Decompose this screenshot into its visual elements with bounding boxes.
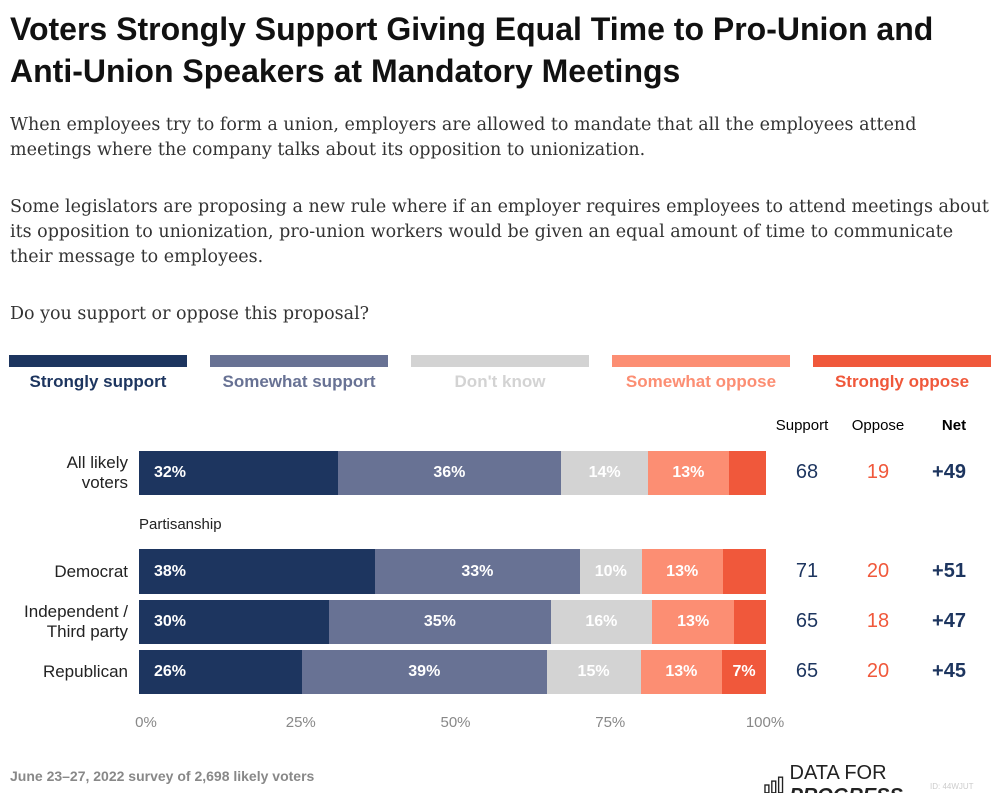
bar-segment bbox=[139, 650, 303, 694]
segment-label: 13% bbox=[666, 562, 699, 580]
row-label: All likely voters bbox=[66, 453, 128, 492]
segment-label: 13% bbox=[677, 613, 710, 630]
bar-segment bbox=[722, 650, 767, 694]
bar-segment bbox=[374, 549, 581, 594]
bar-segment bbox=[722, 549, 767, 594]
segment-label: 35% bbox=[423, 613, 456, 630]
segment-label: 13% bbox=[672, 464, 705, 481]
segment-label: 33% bbox=[461, 562, 494, 580]
bar-segment bbox=[640, 650, 723, 694]
watermark-id: ID: 44WJUT bbox=[930, 782, 974, 791]
footer-note: June 23–27, 2022 survey of 2,698 likely … bbox=[10, 768, 315, 784]
segment-label: 7% bbox=[732, 663, 756, 680]
bar-segment bbox=[579, 549, 643, 594]
intro-text: When employees try to form a union, empl… bbox=[10, 115, 917, 160]
segment-label: 32% bbox=[153, 464, 187, 481]
bar-segment bbox=[652, 600, 735, 644]
x-tick-label: 100% bbox=[745, 714, 785, 731]
bar-segment bbox=[329, 600, 552, 644]
net-value: +47 bbox=[932, 610, 966, 632]
bar-segment bbox=[550, 600, 653, 644]
bar-segment bbox=[302, 650, 548, 694]
segment-label: 38% bbox=[153, 562, 187, 580]
legend-label: Strongly oppose bbox=[834, 372, 970, 391]
bar-segment bbox=[139, 451, 339, 495]
oppose-value: 19 bbox=[866, 461, 890, 483]
bar-segment bbox=[728, 451, 767, 495]
segment-label: 16% bbox=[585, 613, 618, 630]
proposal-text: Some legislators are proposing a new rul… bbox=[10, 197, 989, 267]
oppose-column-header: Oppose bbox=[851, 417, 905, 434]
legend-label: Somewhat support bbox=[222, 372, 376, 391]
legend-swatch bbox=[411, 355, 589, 367]
bar-segment bbox=[561, 451, 649, 495]
stacked-bar: 26% 39% 15% 13% 7% bbox=[139, 650, 767, 694]
oppose-value: 20 bbox=[866, 559, 890, 582]
segment-label: 15% bbox=[577, 663, 610, 680]
legend-swatch bbox=[813, 355, 991, 367]
segment-label: 10% bbox=[594, 562, 627, 580]
bar-segment bbox=[734, 600, 767, 644]
row-label: Democrat bbox=[54, 561, 128, 581]
legend-label: Don't know bbox=[454, 372, 546, 391]
bar-chart-icon bbox=[764, 776, 784, 793]
x-tick-label: 75% bbox=[595, 714, 626, 731]
bar-segment bbox=[648, 451, 730, 495]
net-value: +45 bbox=[932, 660, 966, 682]
net-column-header: Net bbox=[941, 417, 967, 434]
oppose-value: 20 bbox=[866, 660, 890, 682]
logo-text: DATA FOR bbox=[789, 762, 887, 784]
net-value: +51 bbox=[932, 559, 966, 582]
stacked-bar: 32% 36% 14% 13% bbox=[139, 451, 767, 495]
segment-label: 36% bbox=[433, 464, 466, 481]
segment-label: 14% bbox=[588, 464, 621, 481]
x-tick-label: 50% bbox=[440, 714, 471, 731]
segment-label: 30% bbox=[153, 613, 187, 630]
segment-label: 13% bbox=[665, 663, 698, 680]
legend-label: Strongly support bbox=[29, 372, 167, 391]
legend-label: Somewhat oppose bbox=[625, 372, 777, 391]
bar-segment bbox=[546, 650, 642, 694]
legend-swatch bbox=[612, 355, 790, 367]
row-label: Independent / Third party bbox=[24, 602, 128, 641]
bar-segment bbox=[337, 451, 562, 495]
support-value: 65 bbox=[795, 660, 819, 682]
chart-title: Voters Strongly Support Giving Equal Tim… bbox=[10, 11, 934, 89]
support-column-header: Support bbox=[775, 417, 829, 434]
net-value: +49 bbox=[932, 461, 966, 483]
support-value: 68 bbox=[795, 461, 819, 483]
logo-text-bold: PROGRESS bbox=[790, 785, 903, 793]
group-label: Partisanship bbox=[139, 516, 222, 533]
oppose-value: 18 bbox=[866, 610, 890, 632]
support-value: 65 bbox=[795, 610, 819, 632]
segment-label: 26% bbox=[153, 663, 187, 680]
support-value: 71 bbox=[795, 559, 819, 582]
stacked-bar: 38% 33% 10% 13% bbox=[139, 549, 767, 594]
stacked-bar: 30% 35% 16% 13% bbox=[139, 600, 767, 644]
x-tick-label: 25% bbox=[285, 714, 316, 731]
question-text: Do you support or oppose this proposal? bbox=[10, 304, 370, 324]
bar-segment bbox=[641, 549, 724, 594]
bar-segment bbox=[139, 549, 376, 594]
x-tick-label: 0% bbox=[135, 714, 157, 731]
bar-segment bbox=[139, 600, 330, 644]
row-label: Republican bbox=[42, 662, 128, 681]
legend-swatch bbox=[9, 355, 187, 367]
segment-label: 39% bbox=[408, 663, 441, 680]
legend-swatch bbox=[210, 355, 388, 367]
